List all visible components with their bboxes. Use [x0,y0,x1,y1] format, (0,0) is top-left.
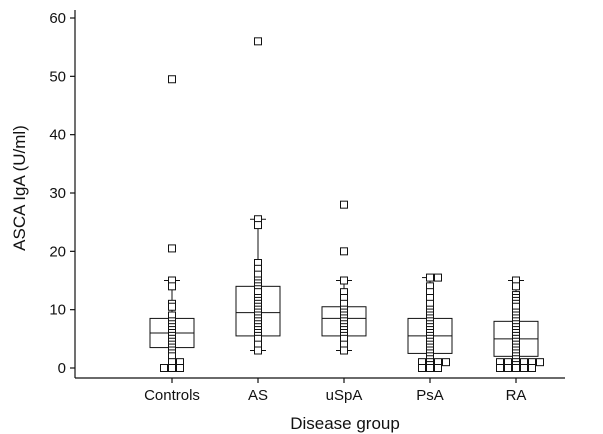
data-point [176,364,184,372]
x-tick-label: uSpA [326,387,363,404]
points-as [254,37,262,355]
data-point [160,364,168,372]
data-point [434,273,442,282]
data-point [340,247,348,256]
x-axis-title: Disease group [290,414,400,433]
data-point [536,358,544,367]
data-point [340,346,348,355]
x-tick-label: PsA [416,387,444,404]
data-point [168,302,176,311]
x-tick-label: AS [248,387,268,404]
data-point [434,364,442,372]
y-tick-label: 10 [49,302,66,319]
x-tick-label: Controls [144,387,200,404]
points-psa [418,273,450,372]
data-point [512,364,520,372]
data-point [254,37,262,46]
data-point [426,364,434,372]
data-point [168,244,176,253]
data-point [168,282,176,291]
data-point [426,273,434,282]
data-point [528,364,536,372]
data-point [520,364,528,372]
x-tick-label: RA [506,387,527,404]
data-point [340,200,348,209]
data-point [340,276,348,285]
y-axis-title: ASCA IgA (U/ml) [10,125,29,251]
data-point [168,75,176,84]
y-tick-label: 60 [49,10,66,27]
data-point [418,364,426,372]
y-tick-label: 40 [49,127,66,144]
data-point [496,364,504,372]
data-point [254,346,262,355]
data-point [442,358,450,367]
label-layer: Disease group ASCA IgA (U/ml) [10,125,400,433]
data-point [168,364,176,372]
data-point [254,221,262,230]
data-point [504,364,512,372]
y-tick-label: 50 [49,68,66,85]
y-tick-label: 0 [58,360,66,377]
y-tick-label: 20 [49,243,66,260]
point-layer [160,37,544,372]
points-ra [496,276,544,372]
y-tick-label: 30 [49,185,66,202]
axes: 0 10 20 30 40 50 60 Controls AS uSpA PsA RA [49,10,565,404]
data-point [512,282,520,291]
points-controls [160,75,184,372]
points-uspa [340,200,348,355]
